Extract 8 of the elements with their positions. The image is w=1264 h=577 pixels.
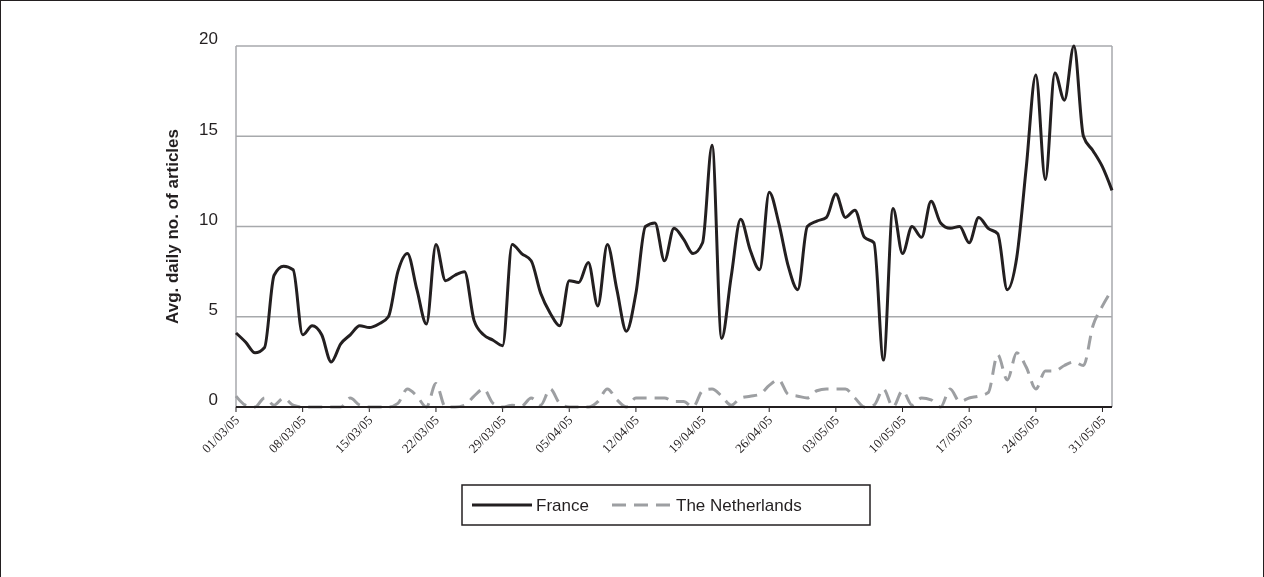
y-tick-label: 10	[199, 209, 218, 229]
y-tick-label: 20	[199, 29, 218, 49]
y-axis-title: Avg. daily no. of articles	[163, 129, 182, 324]
y-tick-label: 0	[208, 390, 218, 410]
y-tick-label: 5	[208, 300, 218, 320]
y-tick-label: 15	[199, 119, 218, 139]
legend-label: The Netherlands	[676, 496, 802, 515]
legend-label: France	[536, 496, 589, 515]
